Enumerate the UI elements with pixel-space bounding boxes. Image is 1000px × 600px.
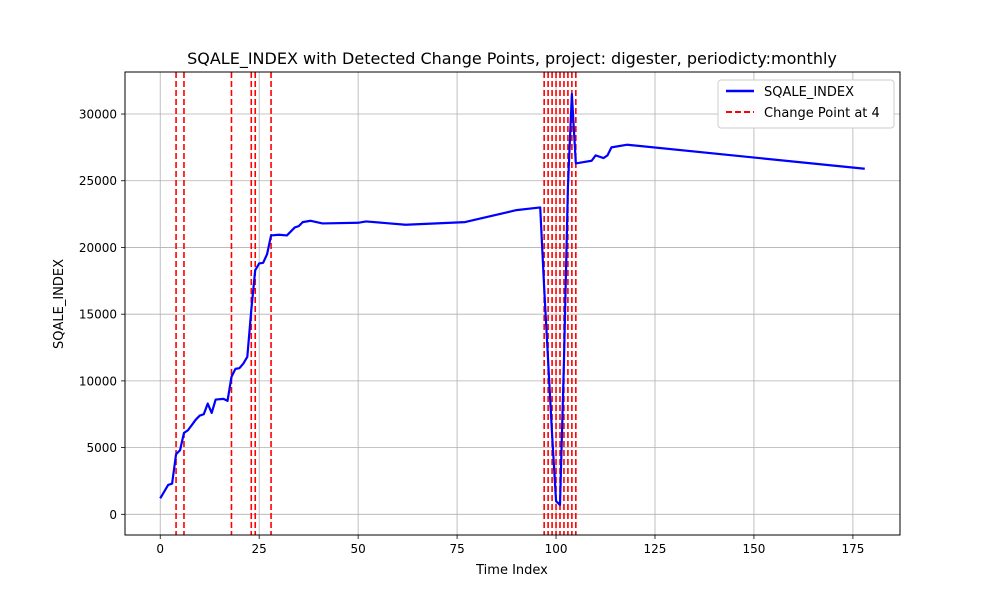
x-tick-label: 0 bbox=[156, 542, 164, 556]
y-tick-label: 20000 bbox=[79, 241, 117, 255]
plot-frame bbox=[124, 71, 901, 536]
chart-title: SQALE_INDEX with Detected Change Points,… bbox=[187, 49, 837, 69]
x-tick-label: 100 bbox=[545, 542, 568, 556]
y-axis-label: SQALE_INDEX bbox=[52, 259, 67, 349]
y-tick-label: 15000 bbox=[79, 308, 117, 322]
plot-area: 0 25 50 75 100 125 150 175 0 5000 10000 15000 20000 2… bbox=[79, 71, 901, 556]
ticks-layer: 0 25 50 75 100 125 150 175 0 5000 10000 15000 20000 2… bbox=[79, 108, 865, 556]
x-tick-label: 175 bbox=[841, 542, 864, 556]
x-tick-label: 50 bbox=[350, 542, 365, 556]
y-tick-label: 25000 bbox=[79, 174, 117, 188]
x-axis-label: Time Index bbox=[475, 563, 548, 578]
x-tick-label: 25 bbox=[252, 542, 267, 556]
legend-box bbox=[717, 79, 895, 129]
x-tick-label: 150 bbox=[742, 542, 765, 556]
legend: SQALE_INDEX Change Point at 4 bbox=[717, 79, 895, 129]
plot-background bbox=[125, 72, 900, 535]
y-tick-label: 10000 bbox=[79, 374, 117, 388]
legend-label-sqale-index: SQALE_INDEX bbox=[764, 85, 854, 100]
y-tick-label: 0 bbox=[109, 508, 117, 522]
series-layer bbox=[159, 92, 865, 507]
y-tick-label: 30000 bbox=[79, 108, 117, 122]
y-tick-label: 5000 bbox=[86, 441, 117, 455]
series-line-sqale-index bbox=[159, 92, 865, 507]
legend-label-change-point: Change Point at 4 bbox=[764, 106, 880, 121]
x-tick-label: 75 bbox=[449, 542, 464, 556]
x-tick-label: 125 bbox=[644, 542, 667, 556]
grid-layer bbox=[125, 72, 900, 535]
